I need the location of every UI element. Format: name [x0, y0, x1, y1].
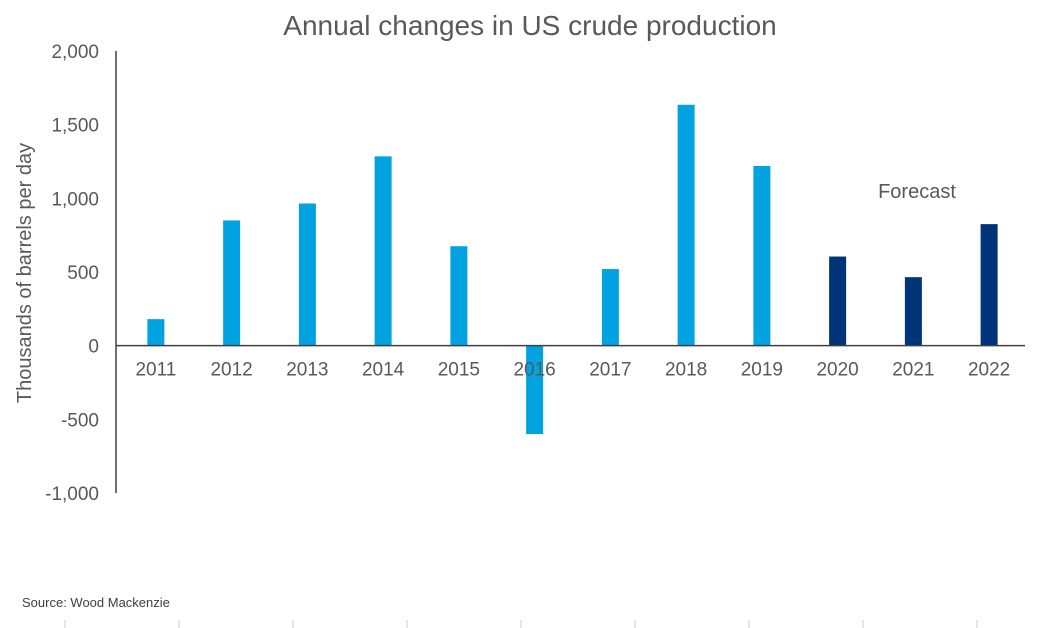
x-tick-label: 2021: [892, 360, 934, 381]
source-note: Source: Wood Mackenzie: [22, 595, 170, 610]
x-tick-label: 2013: [286, 360, 328, 381]
y-tick-label: 0: [88, 337, 99, 358]
y-tick-label: -1,000: [45, 484, 99, 505]
bar-2015: [450, 246, 468, 346]
bar-2012: [223, 220, 241, 346]
bar-2021: [904, 277, 922, 346]
x-tick-label: 2017: [589, 360, 631, 381]
x-tick-label: 2011: [135, 360, 176, 381]
y-tick-label: -500: [61, 410, 99, 431]
y-tick-label: 500: [67, 263, 99, 284]
bar-2014: [374, 156, 392, 346]
bar-2019: [753, 165, 771, 346]
x-axis-ticks: 2011 2012 2013 2014 2015 2016 2017 2018 2019 2020…: [135, 360, 1010, 381]
x-tick-label: 2018: [665, 360, 707, 381]
y-tick-label: 2,000: [51, 42, 99, 63]
bar-2020: [829, 256, 847, 346]
chart-title: Annual changes in US crude production: [283, 10, 776, 41]
x-tick-label: 2019: [741, 360, 783, 381]
bar-2016: [526, 345, 544, 435]
y-tick-label: 1,500: [51, 116, 99, 137]
forecast-annotation: Forecast: [878, 181, 956, 203]
bar-2022: [980, 224, 998, 346]
x-tick-label: 2014: [362, 360, 405, 381]
x-tick-label: 2020: [816, 360, 858, 381]
footer-ticks: [64, 620, 978, 628]
x-tick-label: 2022: [968, 360, 1010, 381]
bar-2013: [298, 203, 316, 346]
x-tick-label: 2015: [438, 360, 480, 381]
y-tick-label: 1,000: [51, 189, 99, 210]
x-tick-label: 2016: [513, 360, 555, 381]
y-axis-label: Thousands of barrels per day: [14, 143, 36, 403]
y-axis-ticks: -1,000 -500 0 500 1,000 1,500 2,000: [45, 42, 99, 505]
bar-2017: [601, 269, 619, 346]
x-tick-label: 2012: [210, 360, 252, 381]
bars: [147, 104, 998, 435]
bar-2011: [147, 319, 165, 346]
bar-2018: [677, 104, 695, 346]
